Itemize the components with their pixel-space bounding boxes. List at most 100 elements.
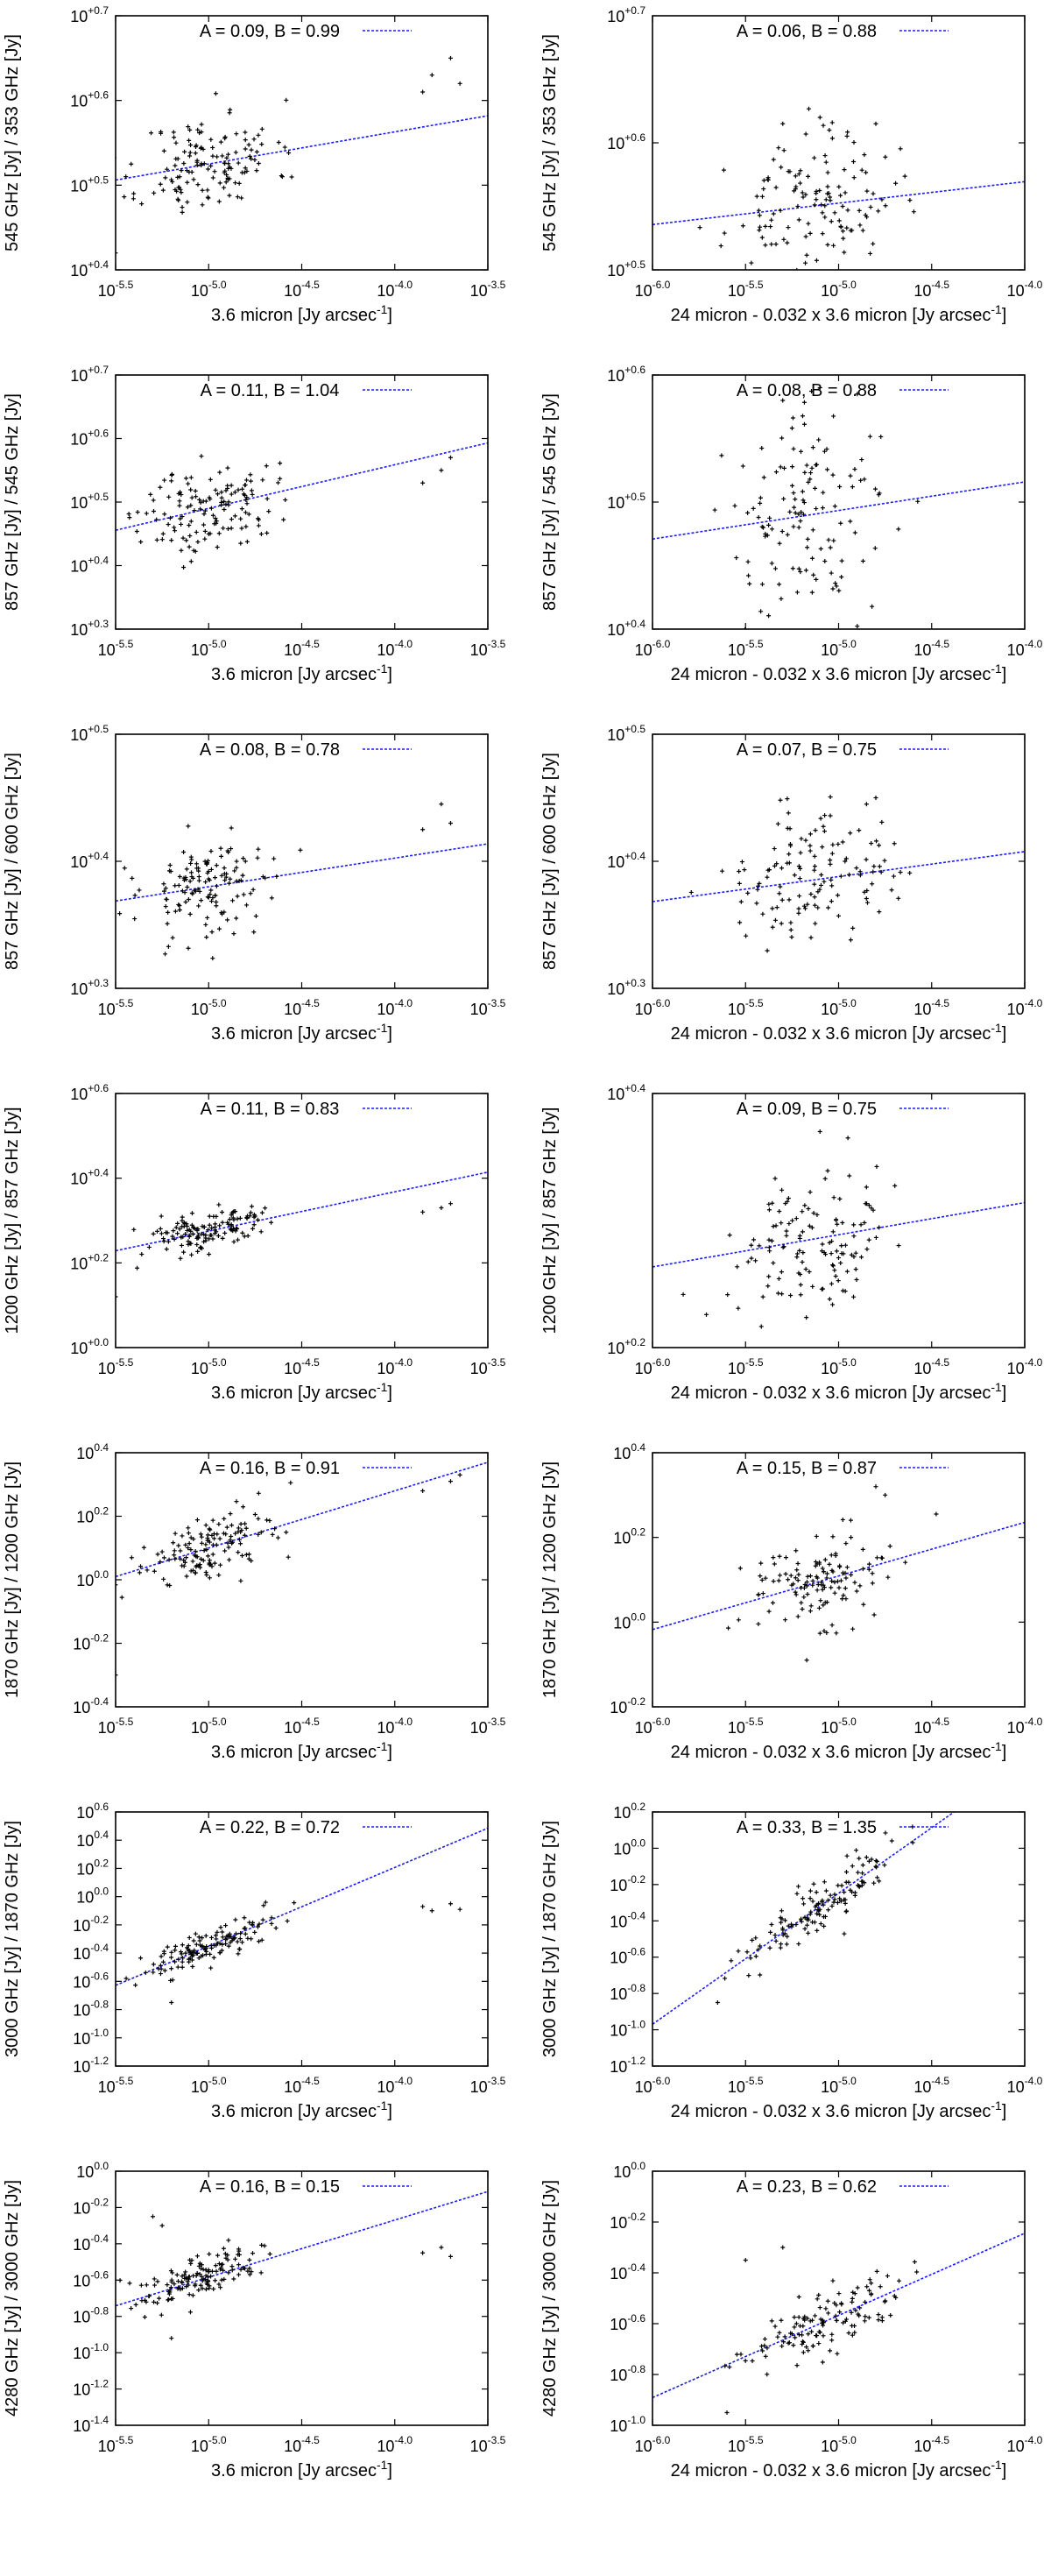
chart-7-point	[206, 1228, 211, 1233]
chart-14-point	[816, 2329, 822, 2334]
chart-11-y-tick-label-7: 100.2	[76, 1857, 109, 1878]
chart-2-point	[822, 215, 828, 220]
chart-8-points	[681, 1129, 901, 1329]
chart-4-point	[772, 566, 778, 571]
chart-9-point	[145, 1568, 150, 1573]
chart-3-point	[217, 470, 222, 475]
chart-12-point	[802, 1914, 808, 1920]
chart-4-point	[877, 491, 882, 496]
chart-11-point	[197, 1938, 202, 1943]
chart-6-y-tick-label-1: 10+0.4	[607, 850, 645, 871]
chart-8-point	[767, 1249, 772, 1254]
chart-3-point	[222, 499, 227, 504]
chart-7-fit-line	[116, 1171, 488, 1252]
chart-3-point	[256, 523, 261, 528]
chart-8-point	[801, 1250, 806, 1256]
chart-5-point	[188, 854, 194, 860]
chart-11-point	[180, 1959, 185, 1964]
chart-11-point	[179, 1951, 184, 1957]
chart-3-point	[192, 508, 197, 513]
chart-2-point	[801, 195, 806, 200]
chart-5-point	[195, 887, 201, 892]
chart-9-x-tick-label-4: 10-3.5	[470, 1716, 506, 1737]
chart-14-point	[788, 2331, 794, 2336]
chart-11-point	[252, 1929, 257, 1935]
chart-1-point	[279, 174, 285, 180]
chart-9-point	[182, 1560, 187, 1565]
chart-12-point	[796, 1942, 801, 1947]
chart-14-point	[876, 2312, 881, 2318]
chart-3-point	[189, 495, 194, 500]
chart-7-y-tick-label-1: 10+0.2	[70, 1251, 109, 1272]
chart-9-point	[203, 1523, 208, 1528]
chart-2-point	[840, 229, 845, 234]
chart-6-point	[843, 859, 848, 864]
chart-9-x-axis-label: 3.6 micron [Jy arcsec-1]	[211, 1739, 392, 1762]
chart-14-point	[738, 2352, 744, 2357]
chart-8-point	[786, 1196, 791, 1201]
chart-2-point	[761, 178, 766, 183]
chart-11-point	[186, 1957, 191, 1962]
chart-8-point	[766, 1201, 772, 1207]
chart-2-point	[851, 175, 857, 180]
chart-7-point	[226, 1221, 231, 1227]
chart-8-point	[749, 1256, 754, 1261]
chart-6-point	[765, 874, 770, 880]
chart-1-point	[213, 91, 218, 96]
chart-9-point	[198, 1532, 203, 1537]
chart-13-point	[220, 2261, 225, 2267]
chart-7-point	[159, 1214, 164, 1219]
chart-3-point	[166, 522, 171, 527]
chart-2-point	[829, 120, 835, 125]
chart-1-point	[227, 193, 232, 198]
chart-4-point	[806, 479, 811, 485]
chart-1-point	[187, 138, 192, 143]
chart-14-point	[815, 2296, 820, 2302]
chart-1-point	[222, 160, 227, 166]
chart-6-x-axis-label: 24 micron - 0.032 x 3.6 micron [Jy arcse…	[671, 1021, 1007, 1044]
chart-10-point	[838, 1578, 843, 1583]
chart-2-point	[843, 272, 847, 276]
chart-6-point	[828, 813, 833, 818]
chart-9-point	[199, 1556, 204, 1561]
chart-11-point	[178, 1950, 183, 1955]
chart-14-point	[750, 2358, 755, 2363]
chart-2-point	[836, 184, 842, 189]
chart-12-y-axis-label: 3000 GHz [Jy] / 1870 GHz [Jy]	[540, 1821, 560, 2057]
chart-8-point	[796, 1270, 801, 1276]
chart-1-point	[199, 130, 204, 135]
chart-10-point	[824, 1575, 829, 1581]
chart-8-point	[797, 1248, 802, 1253]
chart-5-y-tick-label-1: 10+0.4	[70, 850, 109, 871]
chart-4-point	[781, 496, 786, 501]
chart-1-point	[206, 166, 211, 172]
chart-8-point	[771, 1260, 776, 1265]
chart-8-point	[803, 1267, 808, 1272]
chart-4-y-axis-label: 857 GHz [Jy] / 545 GHz [Jy]	[540, 393, 560, 611]
chart-8-point	[800, 1209, 805, 1214]
chart-5-point	[164, 896, 169, 902]
chart-12-point	[780, 1928, 786, 1933]
chart-5-point	[240, 873, 245, 878]
chart-10-point	[827, 1561, 832, 1567]
chart-9-point	[218, 1562, 223, 1568]
chart-6-point	[788, 927, 794, 932]
chart-11-point	[143, 1970, 148, 1975]
chart-1-point	[165, 166, 170, 172]
chart-4-point	[872, 546, 878, 551]
chart-3-point	[144, 511, 149, 516]
chart-4-point	[758, 500, 763, 506]
chart-9-point	[196, 1563, 201, 1568]
chart-14-point	[869, 2291, 874, 2296]
chart-3-point	[160, 531, 166, 536]
chart-2-point	[911, 209, 916, 215]
chart-12-point	[808, 1909, 814, 1914]
chart-7-point	[195, 1249, 201, 1254]
chart-11-point	[173, 1959, 178, 1964]
chart-11-point	[194, 1942, 199, 1947]
chart-9-point	[225, 1540, 230, 1546]
chart-3-point	[184, 538, 189, 543]
chart-11-y-tick-label-6: 100.0	[76, 1886, 109, 1907]
chart-14-point	[883, 2298, 888, 2304]
chart-5-point	[166, 909, 171, 915]
